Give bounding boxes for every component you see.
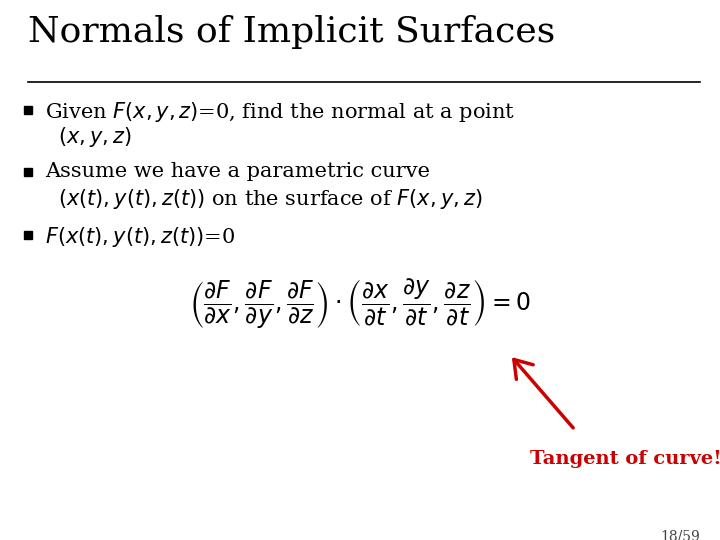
Text: Normals of Implicit Surfaces: Normals of Implicit Surfaces <box>28 15 555 49</box>
Text: $\left(\dfrac{\partial F}{\partial x},\dfrac{\partial F}{\partial y},\dfrac{\par: $\left(\dfrac{\partial F}{\partial x},\d… <box>189 278 531 332</box>
Text: $(x,y,z)$: $(x,y,z)$ <box>58 125 132 149</box>
Text: Tangent of curve!!!: Tangent of curve!!! <box>530 450 720 468</box>
Text: $(x(t),y(t),z(t))$ on the surface of $F(x,y,z)$: $(x(t),y(t),z(t))$ on the surface of $F(… <box>58 187 482 211</box>
Bar <box>24 168 32 176</box>
FancyArrowPatch shape <box>514 360 573 428</box>
Bar <box>24 106 32 114</box>
Text: Given $F(x,y,z)$=0, find the normal at a point: Given $F(x,y,z)$=0, find the normal at a… <box>45 100 516 124</box>
Bar <box>24 231 32 239</box>
Text: $F(x(t),y(t),z(t))$=0: $F(x(t),y(t),z(t))$=0 <box>45 225 235 249</box>
Text: Assume we have a parametric curve: Assume we have a parametric curve <box>45 162 430 181</box>
Text: 18/59: 18/59 <box>660 530 700 540</box>
